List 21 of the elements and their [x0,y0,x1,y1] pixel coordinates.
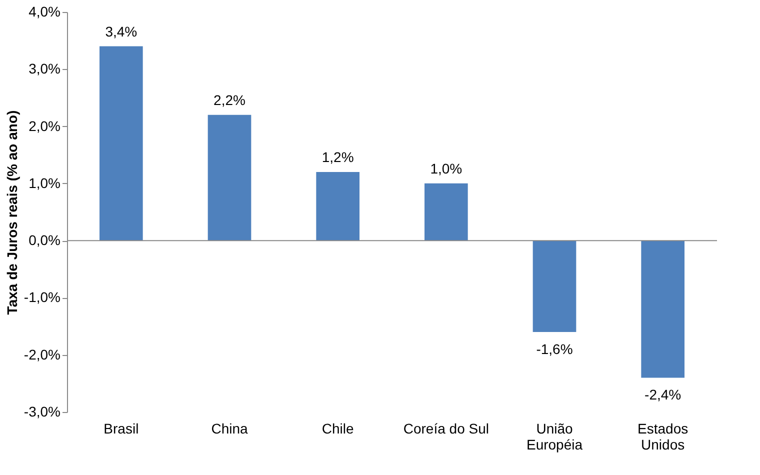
x-tick-label: União Européia [526,420,583,452]
data-label: -2,4% [644,386,682,403]
data-label: 1,2% [322,149,354,165]
y-tick-label: 2,0% [28,118,60,134]
y-tick-label: 3,0% [28,60,60,77]
y-tick-label: 1,0% [28,174,60,191]
x-tick-label: Chile [322,420,354,436]
y-tick-label: -2,0% [24,346,60,362]
data-label: 3,4% [105,23,138,40]
y-axis-title: Taxa de Juros reais (% ao ano) [4,110,20,315]
data-label: 2,2% [214,92,246,108]
x-tick-label: Brasil [104,420,139,436]
data-label: 1,0% [430,160,462,176]
x-tick-label: China [211,420,248,436]
data-label: -1,6% [536,341,573,357]
y-tick-label: 4,0% [28,4,60,20]
x-tick-label: Estados Unidos [638,420,688,452]
y-tick-label: 0,0% [28,232,60,248]
x-tick-label: Coreía do Sul [403,420,489,436]
y-tick-label: -1,0% [24,289,60,306]
y-tick-label: -3,0% [24,404,60,420]
